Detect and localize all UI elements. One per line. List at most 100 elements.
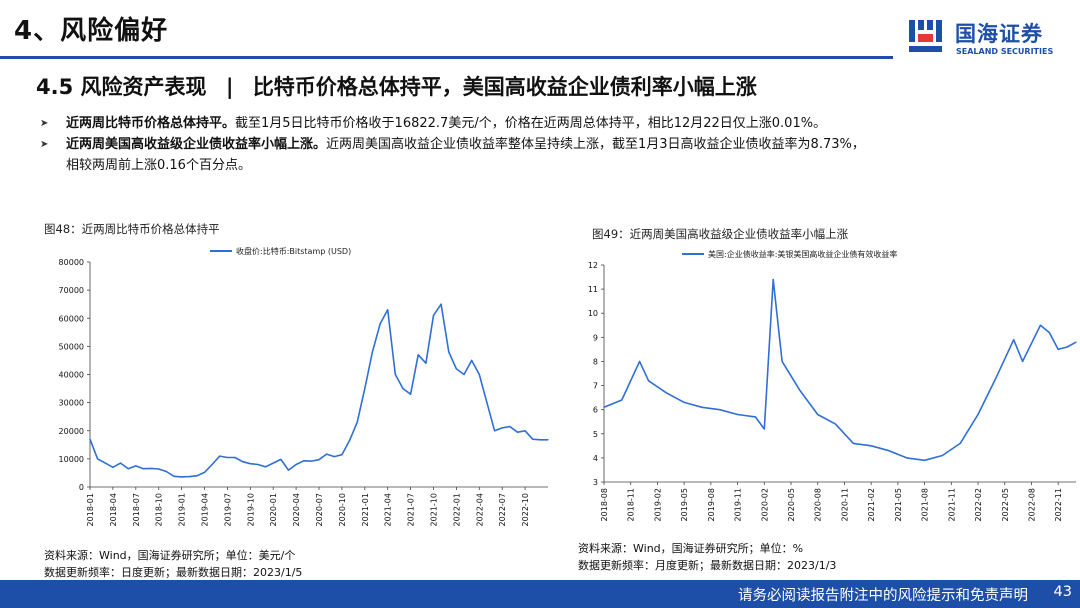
data-point <box>524 430 526 432</box>
series-line <box>89 303 548 478</box>
data-point <box>448 351 450 353</box>
x-tick-label: 2019-04 <box>201 493 210 526</box>
x-tick-label: 2022-07 <box>498 493 507 526</box>
data-point <box>647 380 650 382</box>
bullet-list: ➤ 近两周比特币价格总体持平。截至1月5日比特币价格收于16822.7美元/个，… <box>40 113 1050 176</box>
data-point <box>547 439 549 441</box>
data-point <box>455 368 457 370</box>
data-point <box>264 466 267 468</box>
x-tick-label: 2021-05 <box>894 488 903 521</box>
data-point <box>97 458 99 460</box>
data-point <box>493 430 496 432</box>
data-point <box>211 463 213 466</box>
x-tick-label: 2019-05 <box>680 488 689 521</box>
y-tick-label: 0 <box>79 483 84 492</box>
data-point <box>417 354 419 356</box>
x-tick-label: 2020-02 <box>760 488 769 521</box>
data-point <box>906 457 908 459</box>
data-point <box>112 466 114 468</box>
data-point <box>1066 346 1068 348</box>
x-tick-label: 2022-02 <box>974 488 983 521</box>
source-line: 资料来源：Wind，国海证券研究所；单位：美元/个 <box>44 549 296 562</box>
data-point <box>379 323 381 325</box>
sealand-logo-icon <box>909 20 942 52</box>
x-tick-label: 2021-02 <box>867 488 876 521</box>
y-tick-label: 12 <box>588 261 598 270</box>
data-point <box>364 387 366 390</box>
x-tick-label: 2018-11 <box>627 488 636 521</box>
chart-legend: 美国:企业债收益率:美银美国高收益企业债有效收益率 <box>682 249 897 259</box>
data-point <box>603 406 605 408</box>
data-point <box>834 423 837 425</box>
x-tick-label: 2018-10 <box>155 493 164 526</box>
data-point <box>995 377 997 379</box>
data-point <box>772 278 774 281</box>
bitcoin-chart: 收盘价:比特币:Bitstamp (USD) 0 10000 20000 30000 40… <box>40 238 560 538</box>
data-point <box>1021 360 1024 363</box>
data-point <box>639 360 641 363</box>
data-point <box>272 462 274 464</box>
data-point <box>287 469 290 471</box>
x-tick-label: 2022-11 <box>1054 488 1063 521</box>
data-point <box>463 373 465 376</box>
data-point <box>532 438 534 440</box>
data-point <box>941 454 944 457</box>
data-point <box>348 439 351 442</box>
data-point <box>1013 339 1015 341</box>
x-tick-label: 2018-08 <box>600 488 609 521</box>
headline-number: 4.5 风险资产表现 <box>36 75 207 99</box>
y-tick-label: 30000 <box>59 399 84 408</box>
y-tick-label: 40000 <box>59 371 84 380</box>
y-tick-label: 5 <box>593 430 598 439</box>
x-tick-label: 2022-04 <box>475 493 484 526</box>
x-tick-label: 2020-05 <box>787 488 796 521</box>
data-point <box>196 475 198 477</box>
data-point <box>1075 341 1077 343</box>
y-tick-label: 50000 <box>59 342 84 351</box>
bullet-item-bitcoin: ➤ 近两周比特币价格总体持平。截至1月5日比特币价格收于16822.7美元/个，… <box>40 113 1050 134</box>
data-point <box>817 413 819 416</box>
data-point <box>736 413 739 416</box>
x-tick-label: 2022-08 <box>1027 488 1036 521</box>
data-point <box>977 413 979 416</box>
data-point <box>621 399 623 401</box>
data-point <box>410 393 412 395</box>
y-tick-label: 70000 <box>59 286 84 295</box>
logo-english-name: SEALAND SECURITIES <box>956 47 1054 56</box>
data-point <box>509 425 511 428</box>
data-point <box>781 360 783 363</box>
data-point <box>665 392 667 394</box>
data-point <box>371 351 374 353</box>
data-point <box>701 406 703 408</box>
y-tick-label: 3 <box>593 478 598 487</box>
page-number: 43 <box>1053 584 1072 600</box>
data-point <box>924 459 926 461</box>
data-point <box>387 309 389 311</box>
x-tick-label: 2019-07 <box>223 493 232 526</box>
legend-label: 收盘价:比特币:Bitstamp (USD) <box>236 246 351 256</box>
data-point <box>478 373 480 376</box>
y-tick-label: 9 <box>593 333 598 342</box>
data-point <box>959 442 961 445</box>
y-tick-label: 20000 <box>59 427 84 436</box>
data-point <box>486 402 488 404</box>
data-point <box>303 460 305 462</box>
data-point <box>181 476 183 478</box>
data-point <box>150 467 152 470</box>
x-tick-label: 2019-02 <box>653 488 662 521</box>
data-point <box>333 456 335 458</box>
data-point <box>341 454 343 456</box>
x-tick-label: 2020-04 <box>292 493 301 526</box>
x-tick-label: 2020-01 <box>269 493 278 526</box>
data-point <box>89 438 91 440</box>
x-tick-label: 2021-11 <box>947 488 956 521</box>
high-yield-chart-svg: 美国:企业债收益率:美银美国高收益企业债有效收益率 3 4 5 6 7 8 9 10 11 12 20… <box>588 249 1077 521</box>
y-tick-label: 60000 <box>59 314 84 323</box>
y-tick-label: 10 <box>588 309 598 318</box>
series-line <box>603 278 1077 462</box>
y-tick-label: 7 <box>593 382 598 391</box>
data-point <box>234 456 236 459</box>
x-tick-label: 2018-07 <box>132 493 141 526</box>
data-point <box>226 456 228 459</box>
data-point <box>425 362 427 364</box>
